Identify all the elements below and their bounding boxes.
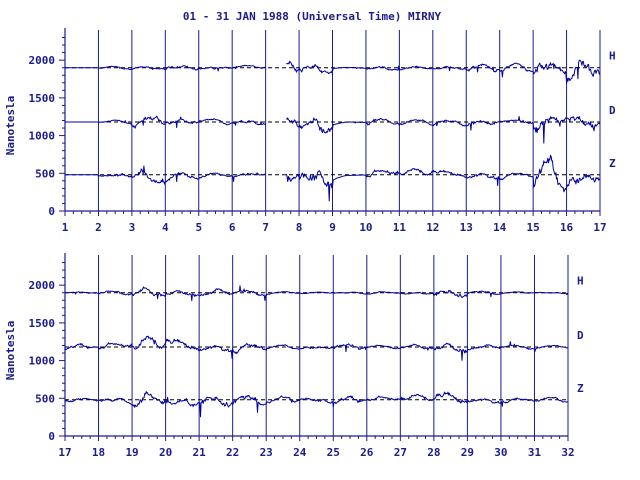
y-tick-label: 1500 <box>29 92 56 105</box>
chart-title: 01 - 31 JAN 1988 (Universal Time) MIRNY <box>183 10 442 23</box>
series-line-D <box>285 116 601 144</box>
y-tick-label: 1000 <box>29 130 56 143</box>
x-tick-label: 9 <box>329 221 336 234</box>
series-label-H: H <box>609 50 616 63</box>
x-tick-label: 12 <box>426 221 439 234</box>
series-line-Z <box>65 165 266 185</box>
x-tick-label: 8 <box>296 221 303 234</box>
x-tick-label: 25 <box>327 446 340 459</box>
series-label-Z: Z <box>577 382 584 395</box>
series-label-D: D <box>577 329 584 342</box>
x-tick-label: 20 <box>159 446 172 459</box>
series-line-Z <box>64 391 569 418</box>
x-tick-label: 28 <box>427 446 440 459</box>
series-line-Z <box>285 154 601 202</box>
x-tick-label: 1 <box>62 221 69 234</box>
x-tick-label: 3 <box>129 221 136 234</box>
x-tick-label: 17 <box>58 446 71 459</box>
y-axis-label: Nanotesla <box>4 96 17 156</box>
x-tick-label: 29 <box>461 446 474 459</box>
panel-bottom: 0 500 1000 1500 2000 Nanotesla 17 18 19 20 21 22 23 2… <box>4 253 584 459</box>
x-tick-label: 31 <box>528 446 542 459</box>
x-tick-label: 10 <box>359 221 372 234</box>
x-tick-label: 26 <box>360 446 374 459</box>
series-label-H: H <box>577 275 584 288</box>
x-tick-label: 4 <box>162 221 169 234</box>
x-tick-label: 30 <box>494 446 507 459</box>
x-tick-label: 18 <box>92 446 105 459</box>
x-tick-label: 13 <box>460 221 473 234</box>
x-tick-label: 14 <box>493 221 507 234</box>
x-tick-label: 32 <box>561 446 574 459</box>
x-tick-label: 27 <box>394 446 407 459</box>
x-tick-label: 7 <box>262 221 269 234</box>
x-tick-label: 23 <box>260 446 273 459</box>
y-axis-label: Nanotesla <box>4 321 17 381</box>
series-line-H <box>65 64 266 72</box>
series-line-D <box>65 115 266 129</box>
y-tick-label: 0 <box>48 430 55 443</box>
x-tick-label: 17 <box>593 221 606 234</box>
x-tick-label: 19 <box>125 446 138 459</box>
x-tick-label: 5 <box>195 221 202 234</box>
y-tick-label: 500 <box>35 167 55 180</box>
y-tick-label: 2000 <box>29 279 56 292</box>
x-tick-label: 24 <box>293 446 307 459</box>
x-tick-label: 22 <box>226 446 239 459</box>
y-tick-label: 1500 <box>29 317 56 330</box>
series-line-H <box>286 59 601 84</box>
x-tick-label: 6 <box>229 221 236 234</box>
y-tick-label: 2000 <box>29 54 56 67</box>
y-tick-label: 0 <box>48 205 55 218</box>
x-tick-label: 15 <box>527 221 540 234</box>
series-label-Z: Z <box>609 157 616 170</box>
x-tick-label: 2 <box>95 221 102 234</box>
series-line-H <box>64 285 568 302</box>
series-line-D <box>64 335 569 361</box>
x-tick-label: 21 <box>193 446 207 459</box>
y-tick-label: 1000 <box>29 355 56 368</box>
x-tick-label: 16 <box>560 221 574 234</box>
x-tick-label: 11 <box>393 221 407 234</box>
y-tick-label: 500 <box>35 392 55 405</box>
series-label-D: D <box>609 104 616 117</box>
